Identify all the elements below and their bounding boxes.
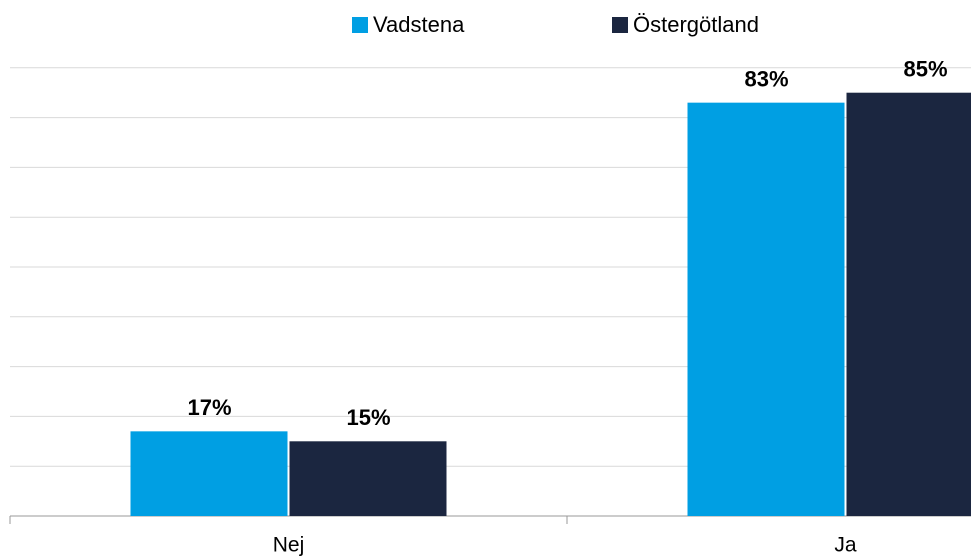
data-label: 17%	[187, 395, 231, 420]
x-tick-label: Nej	[273, 534, 305, 557]
bar	[289, 441, 447, 516]
data-label: 83%	[744, 66, 788, 91]
bar	[130, 431, 288, 516]
x-tick-label: Ja	[834, 534, 857, 557]
legend-label: Vadstena	[373, 12, 465, 37]
data-label: 15%	[346, 405, 390, 430]
bar	[687, 102, 845, 516]
legend-swatch	[352, 17, 368, 33]
data-label: 85%	[903, 57, 947, 82]
legend-label: Östergötland	[633, 12, 759, 37]
legend-swatch	[612, 17, 628, 33]
bar	[846, 92, 971, 516]
